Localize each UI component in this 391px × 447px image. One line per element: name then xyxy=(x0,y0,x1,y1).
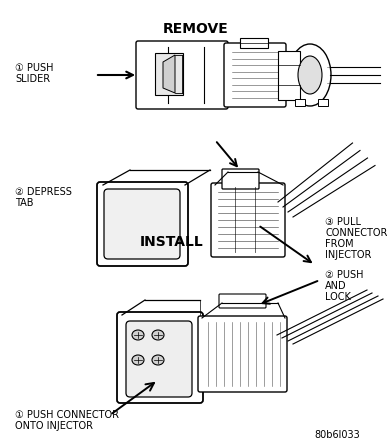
Bar xyxy=(240,38,268,48)
FancyBboxPatch shape xyxy=(211,183,285,257)
Ellipse shape xyxy=(152,355,164,365)
Text: AND: AND xyxy=(325,281,347,291)
Bar xyxy=(318,99,328,106)
FancyBboxPatch shape xyxy=(222,169,259,189)
Bar xyxy=(155,53,183,95)
Text: INJECTOR: INJECTOR xyxy=(325,250,371,260)
FancyBboxPatch shape xyxy=(224,43,286,107)
Text: CONNECTOR: CONNECTOR xyxy=(325,228,387,238)
Text: REMOVE: REMOVE xyxy=(163,21,228,36)
FancyBboxPatch shape xyxy=(117,312,203,403)
Text: ① PUSH: ① PUSH xyxy=(15,63,54,73)
FancyBboxPatch shape xyxy=(97,182,188,266)
Text: TAB: TAB xyxy=(15,198,34,208)
Bar xyxy=(278,51,300,100)
Ellipse shape xyxy=(132,330,144,340)
Polygon shape xyxy=(163,55,175,93)
Text: 80b6l033: 80b6l033 xyxy=(314,430,360,440)
FancyBboxPatch shape xyxy=(126,321,192,397)
Ellipse shape xyxy=(152,330,164,340)
Text: ② DEPRESS: ② DEPRESS xyxy=(15,187,72,197)
Ellipse shape xyxy=(132,355,144,365)
Text: FROM: FROM xyxy=(325,239,353,249)
FancyBboxPatch shape xyxy=(219,294,266,308)
Text: SLIDER: SLIDER xyxy=(15,74,50,84)
Text: ① PUSH CONNECTOR: ① PUSH CONNECTOR xyxy=(15,410,119,420)
FancyBboxPatch shape xyxy=(104,189,180,259)
Ellipse shape xyxy=(289,44,331,106)
Text: ③ PULL: ③ PULL xyxy=(325,217,361,227)
Bar xyxy=(295,99,305,106)
Text: ONTO INJECTOR: ONTO INJECTOR xyxy=(15,421,93,431)
FancyBboxPatch shape xyxy=(198,316,287,392)
Text: ② PUSH: ② PUSH xyxy=(325,270,364,280)
Text: INSTALL: INSTALL xyxy=(140,235,204,249)
Ellipse shape xyxy=(298,56,322,94)
FancyBboxPatch shape xyxy=(136,41,228,109)
Text: LOCK: LOCK xyxy=(325,292,351,302)
